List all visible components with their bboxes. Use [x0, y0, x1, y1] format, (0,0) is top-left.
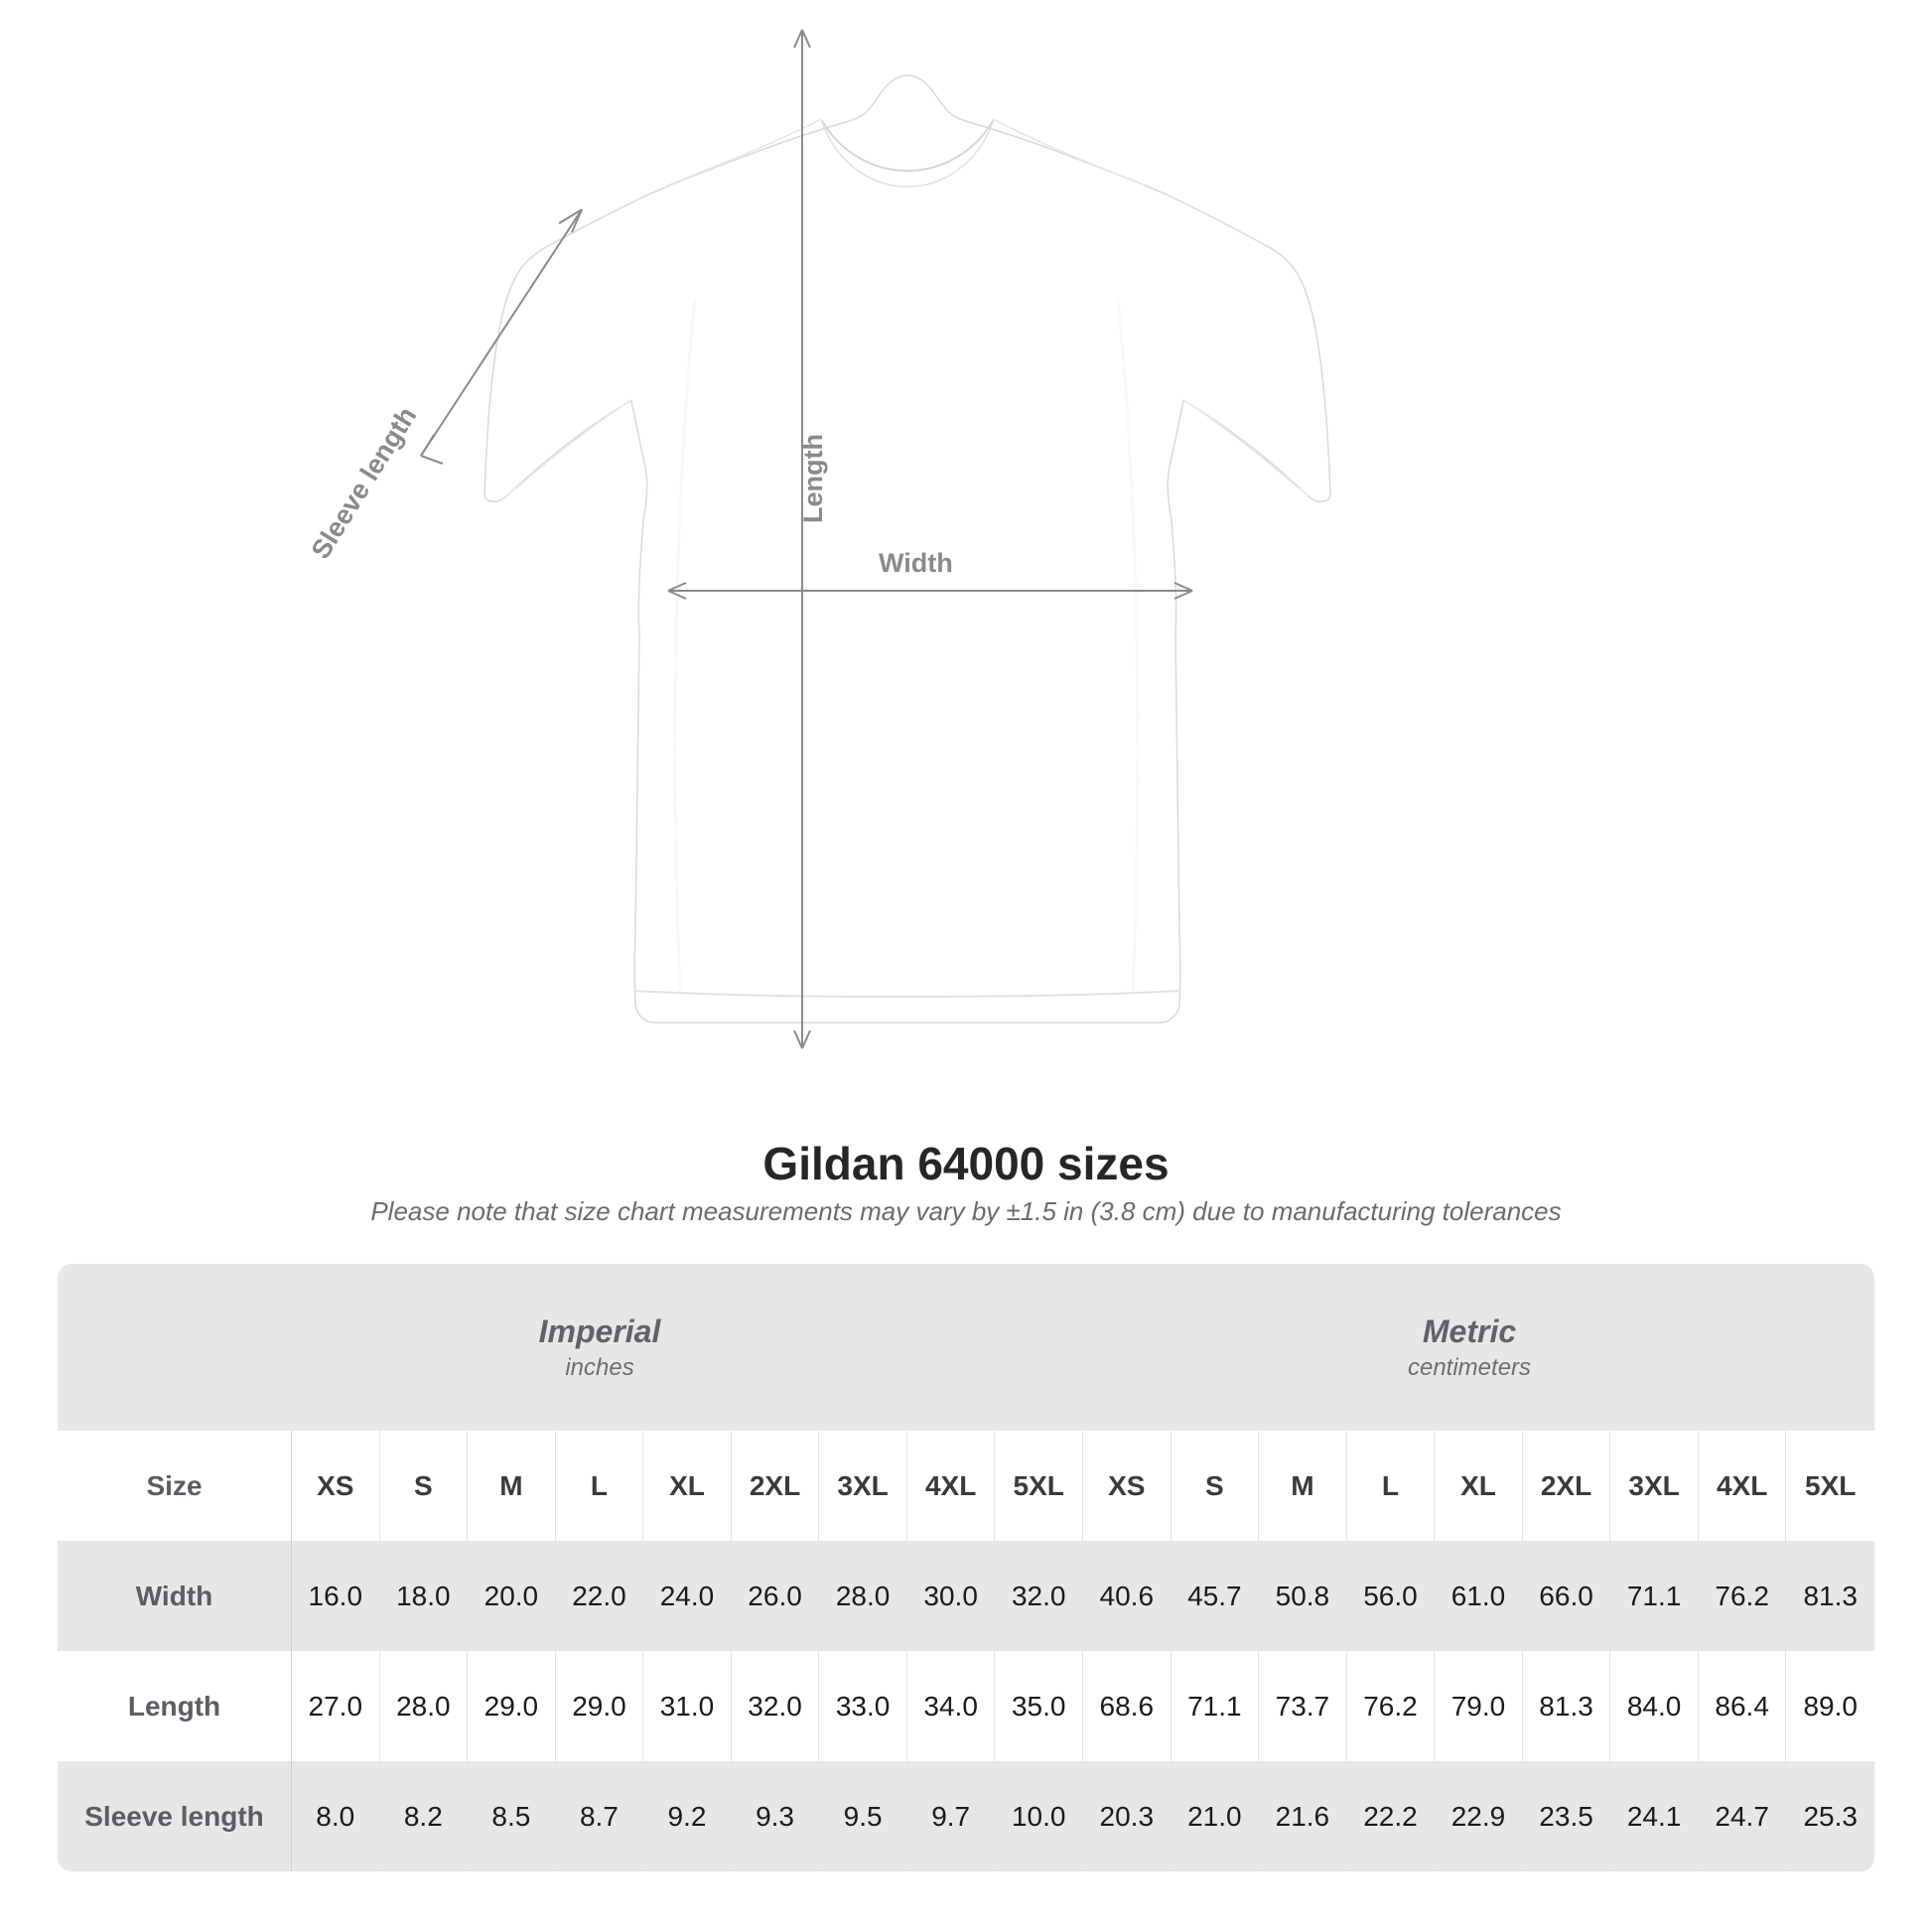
- svg-text:Length: Length: [798, 434, 828, 523]
- svg-text:Sleeve length: Sleeve length: [306, 402, 423, 565]
- svg-text:Width: Width: [879, 548, 953, 578]
